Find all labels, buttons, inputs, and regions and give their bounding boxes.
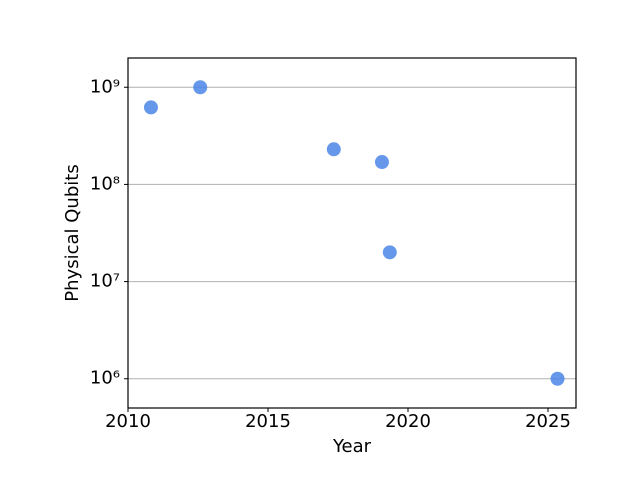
y-tick-label: 10⁷ [90,271,120,292]
x-axis-label: Year [332,436,372,457]
point [143,100,158,115]
point [382,245,397,260]
point [326,142,341,157]
x-tick-label: 2025 [525,411,571,432]
y-axis-label: Physical Qubits [62,164,83,301]
y-tick-label: 10⁸ [90,173,120,194]
y-tick-label: 10⁶ [90,368,120,389]
point [550,371,565,386]
plot-frame [127,57,577,409]
y-tick-label: 10⁹ [90,76,120,97]
x-tick-label: 2010 [105,411,151,432]
x-tick-label: 2015 [245,411,291,432]
x-tick-label: 2020 [385,411,431,432]
point [374,155,389,170]
point [193,80,208,95]
